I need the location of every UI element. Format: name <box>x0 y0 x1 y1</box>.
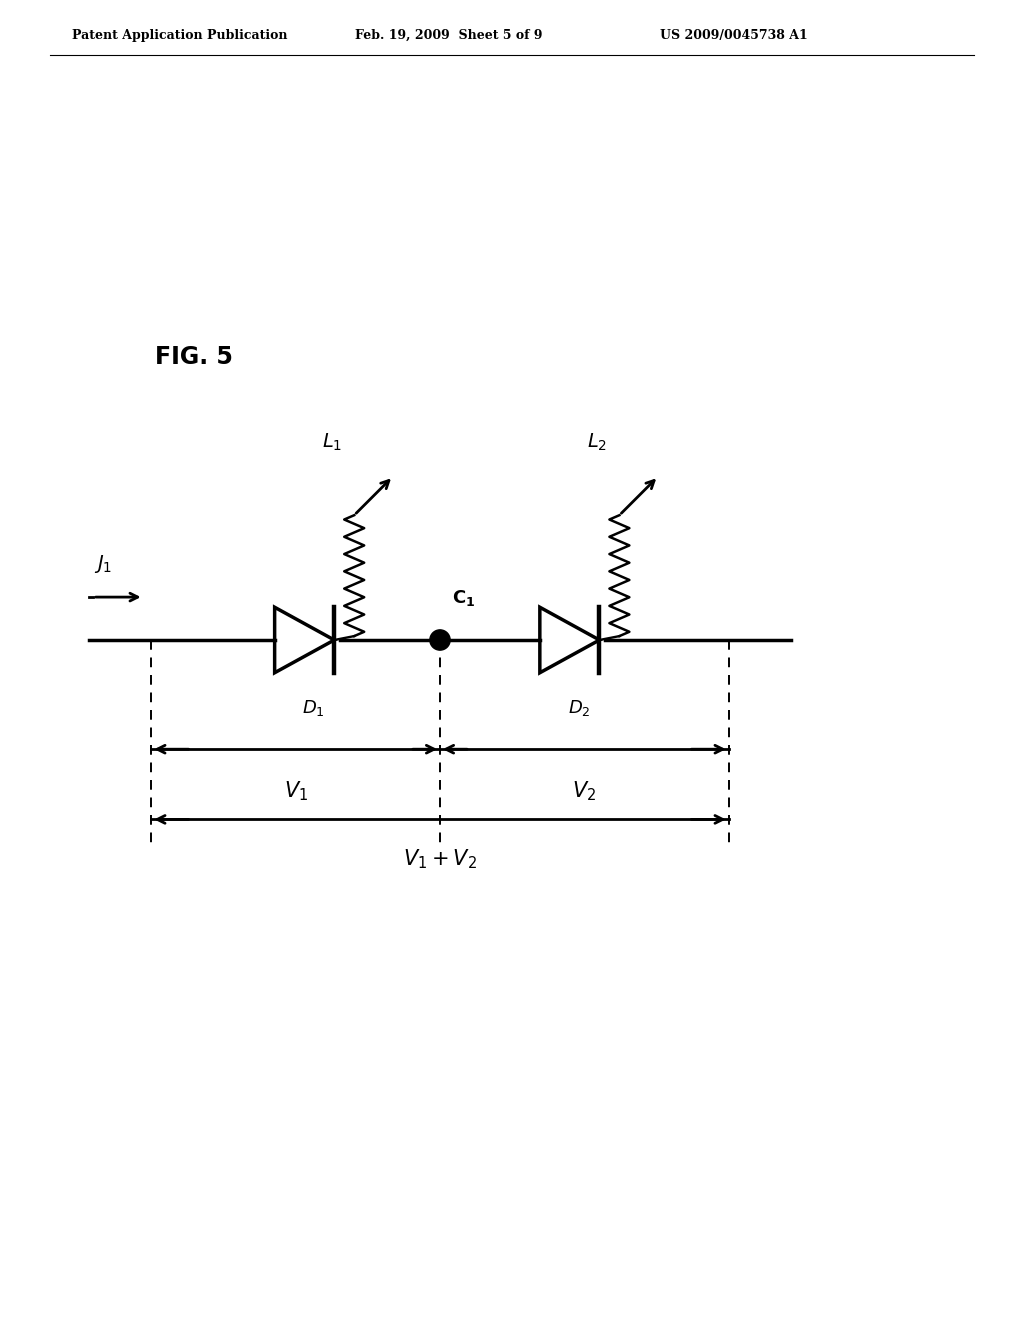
Text: $L_2$: $L_2$ <box>588 432 607 453</box>
Text: Feb. 19, 2009  Sheet 5 of 9: Feb. 19, 2009 Sheet 5 of 9 <box>355 29 543 41</box>
Text: $J_1$: $J_1$ <box>94 553 113 576</box>
Circle shape <box>430 630 451 651</box>
Text: $\mathit{D_1}$: $\mathit{D_1}$ <box>302 698 326 718</box>
Text: $L_1$: $L_1$ <box>323 432 342 453</box>
Text: $V_2$: $V_2$ <box>572 779 596 803</box>
Text: Patent Application Publication: Patent Application Publication <box>72 29 288 41</box>
Text: $V_1 + V_2$: $V_1 + V_2$ <box>403 847 477 871</box>
Text: $\mathit{D_2}$: $\mathit{D_2}$ <box>567 698 590 718</box>
Text: FIG. 5: FIG. 5 <box>155 345 232 370</box>
Text: $V_1$: $V_1$ <box>284 779 308 803</box>
Text: US 2009/0045738 A1: US 2009/0045738 A1 <box>660 29 808 41</box>
Text: $\mathbf{C_1}$: $\mathbf{C_1}$ <box>452 587 475 609</box>
